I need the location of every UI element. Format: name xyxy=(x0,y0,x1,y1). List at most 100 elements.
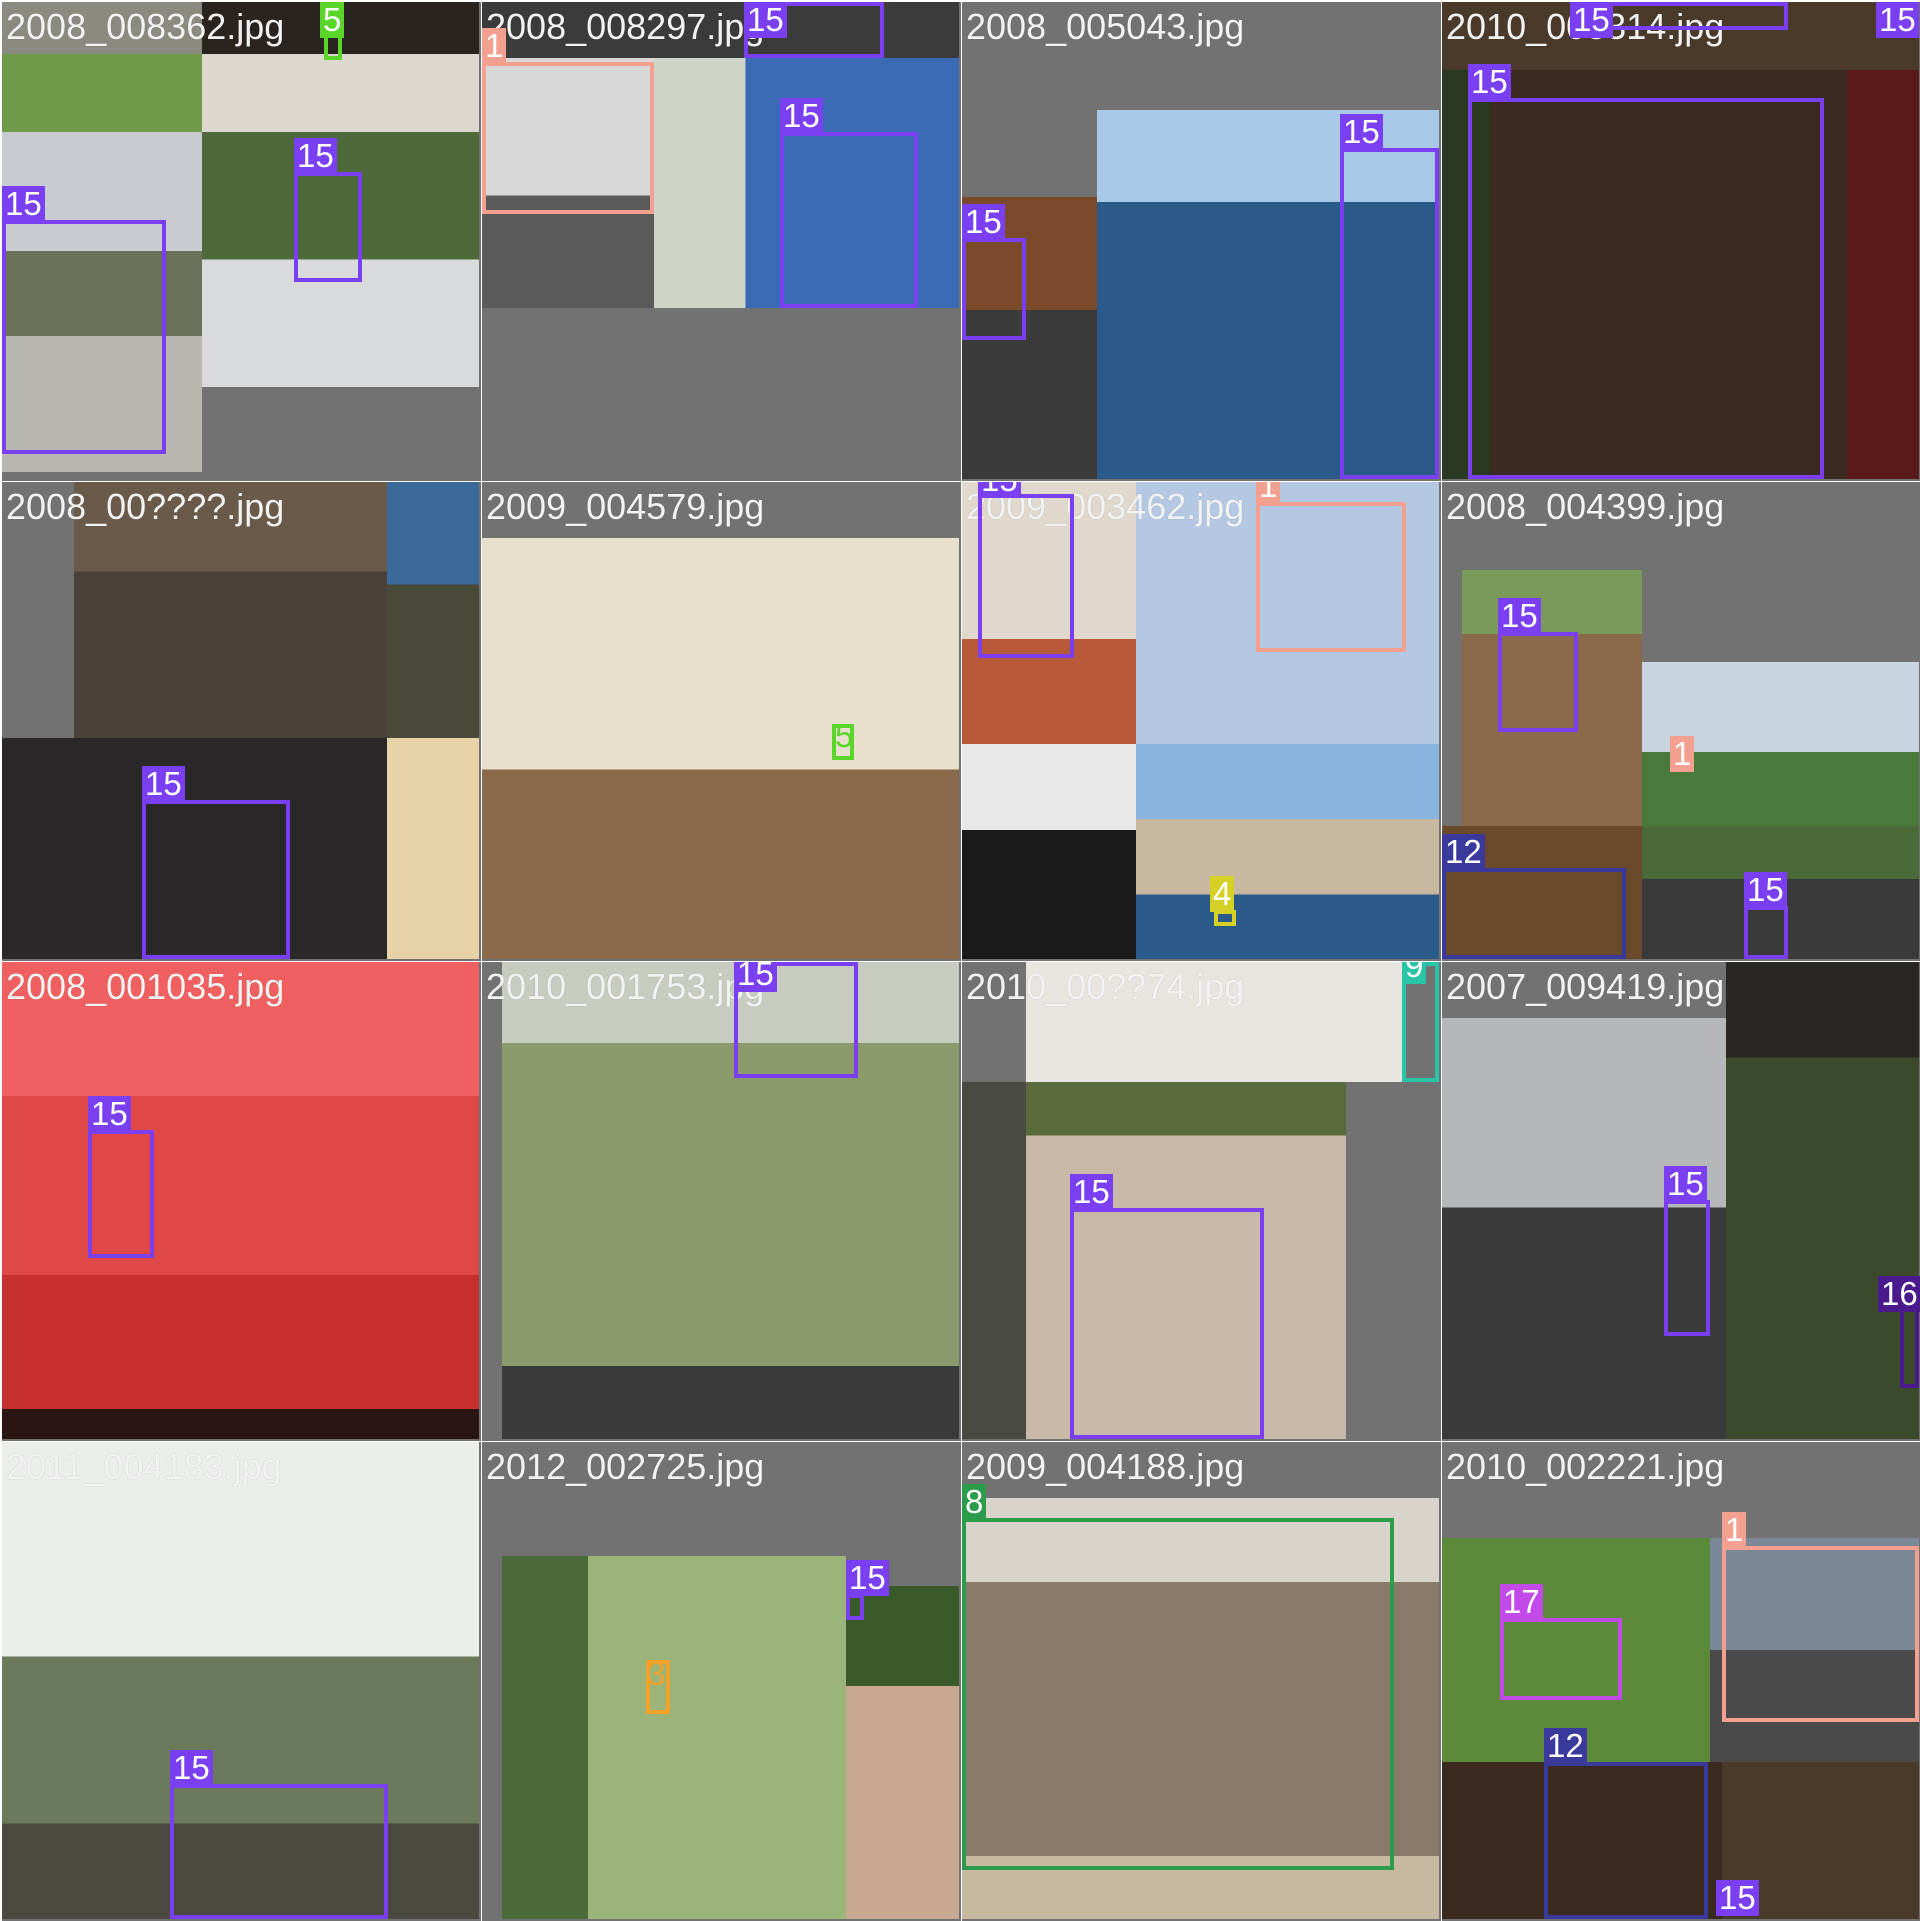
class-label: 15 xyxy=(88,1096,131,1132)
station-patch xyxy=(387,482,479,738)
filename-label: 2011_004183.jpg xyxy=(6,1446,282,1487)
red-house-patch xyxy=(2,962,479,1409)
bbox-person xyxy=(962,238,1026,340)
class-label: 1 xyxy=(1722,1512,1747,1548)
bbox-dog xyxy=(1442,868,1626,959)
filename-label: 2008_005043.jpg xyxy=(966,6,1245,47)
tile-1: 2008_008362.jpg 5 15 15 xyxy=(2,2,481,481)
tile-11: 2010_00??74.jpg 9 15 xyxy=(962,962,1441,1441)
bbox-cat xyxy=(962,1518,1394,1870)
sea-patch xyxy=(1097,110,1439,479)
bbox-person xyxy=(1340,148,1439,479)
kitchen-patch xyxy=(482,538,959,959)
bbox-bird xyxy=(646,1660,670,1714)
cat-basket-patch xyxy=(962,1498,1439,1919)
bbox-person xyxy=(142,800,290,959)
filename-label: 2010_00??74.jpg xyxy=(966,966,1245,1007)
class-label: 15 xyxy=(1876,2,1919,38)
class-label: 15 xyxy=(1744,872,1787,908)
class-label: 15 xyxy=(1070,1174,1113,1210)
class-label: 8 xyxy=(962,1484,987,1520)
table-top-patch xyxy=(1442,2,1919,70)
tile-5: 2008_00????.jpg 15 xyxy=(2,482,481,961)
class-label: 15 xyxy=(846,1560,889,1596)
bbox-person xyxy=(294,172,362,282)
table-setting-patch xyxy=(1026,962,1406,1082)
class-label: 15 xyxy=(1570,2,1613,38)
control-room-patch xyxy=(2,738,387,959)
tile-16: 2010_002221.jpg 1 17 12 15 xyxy=(1442,1442,1920,1921)
tile-3: 2008_005043.jpg 15 15 xyxy=(962,2,1441,481)
carriage-patch xyxy=(962,1082,1026,1439)
bbox-person xyxy=(1468,98,1824,479)
class-label: 3 xyxy=(647,1655,666,1692)
grass-patch xyxy=(2,2,202,132)
tile-12: 2007_009419.jpg 15 16 xyxy=(1442,962,1920,1441)
chick-patch xyxy=(387,738,479,959)
tile-8: 2008_004399.jpg 15 1 12 15 xyxy=(1442,482,1920,961)
class-label: 15 xyxy=(170,1750,213,1786)
bbox-person xyxy=(978,494,1074,658)
tile-2: 2008_008297.jpg 15 1 15 xyxy=(482,2,961,481)
class-label: 15 xyxy=(1468,64,1511,100)
class-label: 1 xyxy=(1670,736,1695,772)
bbox-person xyxy=(88,1130,154,1258)
tile-7: 2009_003462.jpg 15 1 4 xyxy=(962,482,1441,961)
class-label: 15 xyxy=(734,962,777,992)
bbox-person xyxy=(170,1784,388,1919)
tile-14: 2012_002725.jpg 15 3 xyxy=(482,1442,961,1921)
tile-6: 2009_004579.jpg 5 xyxy=(482,482,961,961)
filename-label: 2009_004579.jpg xyxy=(486,486,765,527)
tile-13: 2011_004183.jpg 15 xyxy=(2,1442,481,1921)
night-garden-patch xyxy=(1726,962,1919,1439)
dark-strip-patch xyxy=(2,1409,479,1439)
class-label: 5 xyxy=(835,717,854,754)
filename-label: 2008_001035.jpg xyxy=(6,966,285,1007)
bbox-sheep xyxy=(1500,1618,1622,1700)
class-label: 15 xyxy=(1664,1166,1707,1202)
bbox-aeroplane xyxy=(482,62,654,214)
class-label: 17 xyxy=(1500,1584,1543,1620)
class-label: 15 xyxy=(962,204,1005,240)
tile-10: 2010_001753.jpg 15 xyxy=(482,962,961,1441)
filename-label: 2010_001753.jpg xyxy=(486,966,765,1007)
filename-label: 2008_008362.jpg xyxy=(6,6,285,47)
harbor-patch xyxy=(1136,744,1439,959)
class-label: 15 xyxy=(142,766,185,802)
bbox-person xyxy=(1744,906,1788,959)
bbox-person xyxy=(734,962,858,1078)
airport-gate-patch xyxy=(1710,1538,1919,1762)
bbox-person xyxy=(1070,1208,1264,1439)
forest-patch xyxy=(2,1442,479,1919)
corridor-patch xyxy=(1442,1018,1726,1439)
class-label: 16 xyxy=(1878,1276,1920,1312)
bottle-table-patch xyxy=(74,482,387,738)
class-label: 1 xyxy=(1256,482,1281,504)
tile-4: 2010_003314.jpg 15 15 15 xyxy=(1442,2,1920,481)
flamingo-patch xyxy=(846,1586,959,1919)
class-label: 4 xyxy=(1210,876,1235,912)
bbox-dog xyxy=(1544,1762,1708,1919)
filename-label: 2009_004188.jpg xyxy=(966,1446,1245,1487)
class-label: 15 xyxy=(2,186,45,222)
tile-9: 2008_001035.jpg 15 xyxy=(2,962,481,1441)
jungle-patch xyxy=(502,1556,846,1919)
bbox-boat xyxy=(1214,910,1236,926)
class-label: 15 xyxy=(294,138,337,174)
sky-plane-patch xyxy=(1136,482,1439,744)
filename-label: 2008_008297.jpg xyxy=(486,6,765,47)
bbox-person xyxy=(1664,1200,1710,1336)
bbox-person xyxy=(846,1594,864,1620)
tile-15: 2009_004188.jpg 8 xyxy=(962,1442,1441,1921)
horse-field-patch xyxy=(502,962,959,1366)
airport-patch xyxy=(482,58,654,308)
bbox-person xyxy=(1498,632,1578,732)
tv-patch xyxy=(962,744,1136,959)
face-photo-patch xyxy=(1442,70,1919,479)
class-label: 15 xyxy=(1340,114,1383,150)
dirt-bike-patch xyxy=(1462,570,1642,826)
sheep-field-patch xyxy=(1442,1538,1710,1762)
filename-label: 2010_002221.jpg xyxy=(1446,1446,1725,1487)
class-label: 15 xyxy=(1498,598,1541,634)
